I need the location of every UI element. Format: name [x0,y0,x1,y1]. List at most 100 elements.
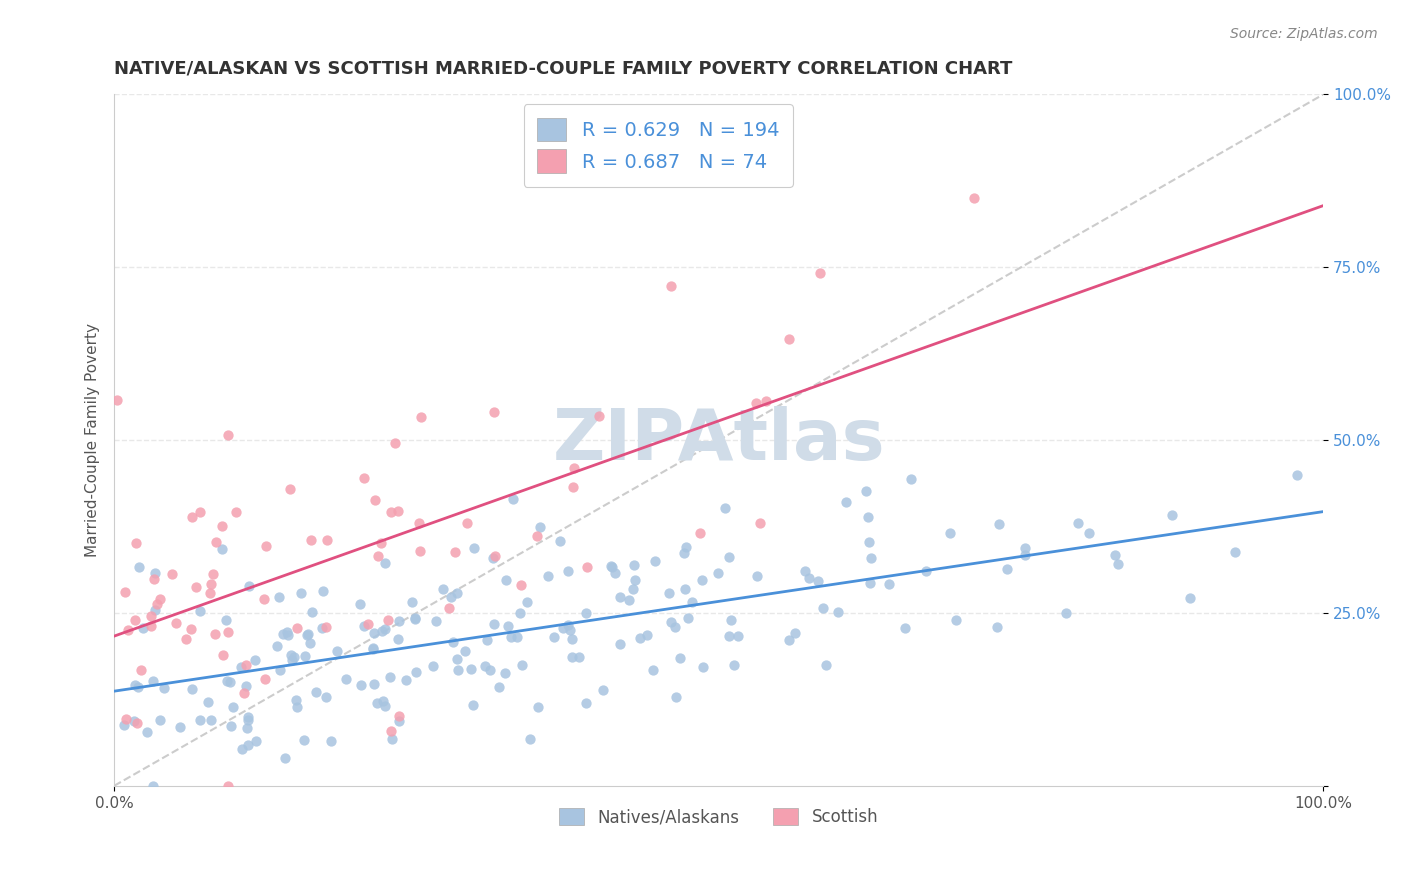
Point [370,536,392,550]
Point [987,516,1010,531]
Point [377,613,399,627]
Point [315,690,337,704]
Point [254,539,277,553]
Point [128,560,150,574]
Point [388,614,411,628]
Point [432,582,454,596]
Point [353,619,375,633]
Point [269,663,291,677]
Point [292,732,315,747]
Point [440,590,463,604]
Point [165,616,187,631]
Point [287,700,309,714]
Point [335,672,357,686]
Point [357,616,380,631]
Text: NATIVE/ALASKAN VS SCOTTISH MARRIED-COUPLE FAMILY POVERTY CORRELATION CHART: NATIVE/ALASKAN VS SCOTTISH MARRIED-COUPL… [114,60,1012,78]
Point [689,526,711,541]
Point [939,525,962,540]
Point [217,674,239,689]
Point [405,611,427,625]
Point [215,614,238,628]
Point [160,566,183,581]
Point [900,472,922,486]
Point [558,624,581,638]
Point [673,546,696,560]
Point [529,520,551,534]
Point [516,595,538,609]
Point [129,663,152,677]
Point [484,549,506,564]
Point [388,714,411,728]
Point [105,393,128,408]
Point [349,598,371,612]
Point [125,716,148,731]
Point [404,611,426,625]
Point [1107,557,1129,571]
Point [384,436,406,450]
Point [211,519,233,533]
Point [363,677,385,691]
Point [198,586,221,600]
Point [446,586,468,600]
Point [479,663,502,677]
Point [575,697,598,711]
Point [813,601,835,615]
Point [387,632,409,647]
Point [835,495,858,509]
Point [748,516,770,530]
Point [124,613,146,627]
Point [778,333,800,347]
Point [441,635,464,649]
Point [727,629,749,643]
Point [299,533,322,548]
Point [152,681,174,695]
Point [496,618,519,632]
Point [149,713,172,727]
Point [278,482,301,496]
Point [779,632,801,647]
Point [425,615,447,629]
Point [188,713,211,727]
Point [297,628,319,642]
Point [794,564,817,578]
Point [561,632,583,647]
Point [600,559,623,574]
Point [855,484,877,499]
Point [371,624,394,638]
Point [718,550,741,565]
Point [143,566,166,580]
Point [114,585,136,599]
Point [619,593,641,607]
Point [1180,591,1202,606]
Point [273,627,295,641]
Point [252,592,274,607]
Point [636,628,658,642]
Point [285,622,308,636]
Point [380,505,402,519]
Point [374,698,396,713]
Point [543,630,565,644]
Point [526,699,548,714]
Point [380,723,402,738]
Point [181,681,204,696]
Point [374,622,396,636]
Point [299,636,322,650]
Point [557,564,579,578]
Point [894,621,917,635]
Point [945,613,967,627]
Point [142,674,165,689]
Point [181,509,204,524]
Point [807,574,830,589]
Point [132,621,155,635]
Point [877,577,900,591]
Point [827,605,849,619]
Point [858,534,880,549]
Point [1078,525,1101,540]
Point [204,626,226,640]
Point [232,686,254,700]
Point [387,504,409,518]
Point [609,590,631,604]
Point [363,625,385,640]
Point [623,558,645,572]
Point [281,653,304,667]
